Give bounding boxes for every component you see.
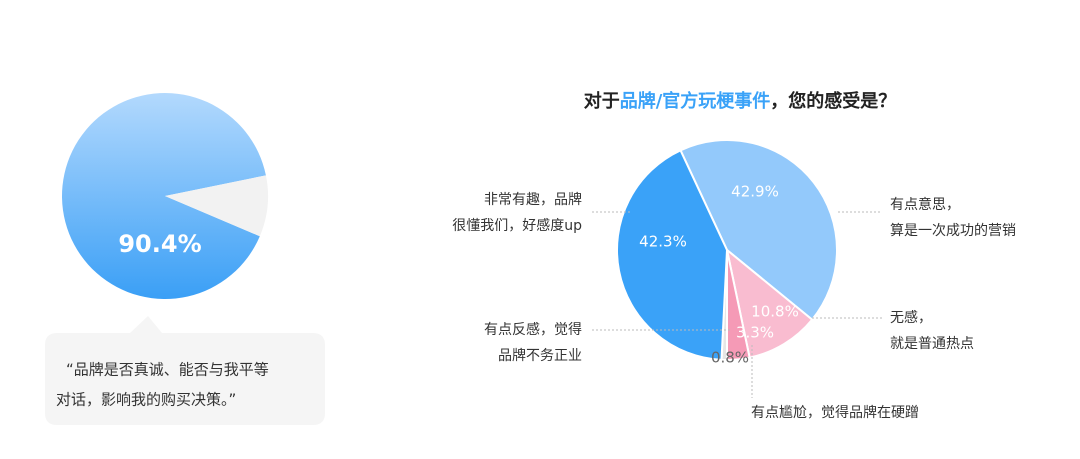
quote-line: 对话，影响我的购买决策。” <box>56 391 236 409</box>
category-label: 有点意思， <box>890 196 960 213</box>
pie-slice <box>725 247 814 359</box>
slice-label: 3.3% <box>736 324 774 342</box>
slice-label: 10.8% <box>751 303 799 321</box>
slice-label: 42.3% <box>639 233 687 251</box>
slice-label: 42.9% <box>731 183 779 201</box>
title-part: ，您的感受是？ <box>770 90 896 112</box>
category-label: 算是一次成功的营销 <box>890 223 1016 239</box>
quote-box <box>45 316 325 425</box>
slice-label: 0.8% <box>711 349 749 367</box>
category-label: 品牌不务正业 <box>498 347 582 364</box>
quote-line: “品牌是否真诚、能否与我平等 <box>66 361 269 379</box>
pie-slice <box>616 148 729 361</box>
category-label: 有点尴尬，觉得品牌在硬蹭 <box>751 404 919 421</box>
category-label: 无感， <box>890 309 932 326</box>
category-label: 非常有趣，品牌 <box>484 191 582 208</box>
chart-title: 对于品牌/官方玩梗事件，您的感受是？ <box>584 90 897 112</box>
category-label: 有点反感，觉得 <box>484 321 582 338</box>
pie-slice <box>62 93 266 300</box>
pie-slice <box>165 175 268 237</box>
title-part: 对于 <box>584 90 620 112</box>
pie-slice <box>679 139 838 322</box>
category-label: 很懂我们，好感度up <box>452 217 582 234</box>
slice-label: 90.4% <box>118 230 201 258</box>
category-label: 就是普通热点 <box>890 336 974 352</box>
title-highlight: 品牌/官方玩梗事件 <box>620 90 771 112</box>
